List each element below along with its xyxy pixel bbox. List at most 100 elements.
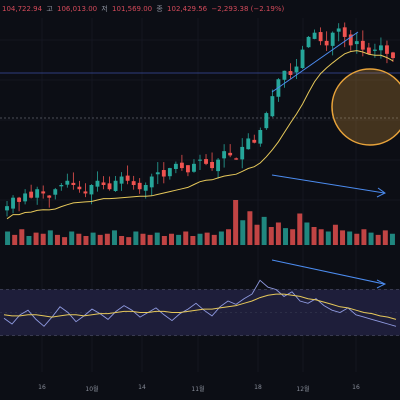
candle-body bbox=[391, 52, 395, 59]
candle-body bbox=[246, 138, 251, 150]
volume-bar bbox=[33, 232, 39, 245]
candle-body bbox=[107, 183, 112, 190]
candle-body bbox=[167, 168, 172, 177]
volume-bar bbox=[361, 229, 367, 245]
volume-bar bbox=[304, 222, 310, 245]
volume-bar bbox=[147, 234, 153, 245]
candle-body bbox=[192, 163, 196, 172]
candle-body bbox=[252, 139, 257, 143]
volume-bar bbox=[97, 234, 103, 245]
candle-body bbox=[234, 158, 239, 160]
rsi-signal-line bbox=[3, 293, 397, 320]
x-tick-label: 14 bbox=[138, 384, 146, 391]
candle-body bbox=[222, 151, 227, 159]
volume-bar bbox=[247, 211, 253, 245]
candle-body bbox=[95, 180, 100, 187]
candle-body bbox=[330, 32, 335, 46]
volume-bar bbox=[347, 231, 353, 245]
volume-bar bbox=[161, 236, 167, 245]
candle-body bbox=[385, 45, 389, 54]
volume-bar bbox=[297, 213, 303, 245]
candle-body bbox=[342, 27, 347, 37]
candle-body bbox=[294, 66, 299, 73]
moving-average-line bbox=[6, 50, 394, 220]
candle-body bbox=[258, 130, 263, 144]
volume-bar bbox=[226, 229, 232, 245]
candle-body bbox=[198, 159, 202, 161]
low-value: 101,569.00 bbox=[112, 5, 153, 13]
high-value: 106,013.00 bbox=[57, 5, 98, 13]
trendline-up bbox=[271, 31, 359, 93]
volume-bar bbox=[83, 236, 89, 245]
volume-bar bbox=[204, 232, 210, 245]
candle-body bbox=[71, 182, 76, 185]
candle-body bbox=[101, 182, 106, 185]
volume-bar bbox=[176, 234, 182, 245]
candle-body bbox=[216, 159, 221, 172]
candle-body bbox=[149, 176, 154, 188]
candle-body bbox=[77, 186, 82, 190]
candle-body bbox=[161, 170, 166, 177]
volume-bar bbox=[290, 229, 296, 245]
volume-bar bbox=[261, 216, 267, 245]
candle-body bbox=[29, 191, 34, 198]
candles bbox=[5, 22, 395, 217]
price-chart-svg[interactable] bbox=[0, 0, 400, 380]
candle-body bbox=[119, 176, 124, 184]
candle-body bbox=[155, 172, 160, 175]
volume-bar bbox=[382, 230, 388, 245]
candle-body bbox=[264, 113, 269, 129]
arrow-head bbox=[376, 187, 386, 198]
candle-body bbox=[137, 182, 142, 190]
volume-bar bbox=[62, 237, 68, 245]
candle-body bbox=[204, 159, 208, 164]
volume-bar bbox=[19, 229, 25, 245]
volume-bar bbox=[54, 234, 60, 245]
close-label: 종 bbox=[156, 5, 163, 13]
candle-body bbox=[318, 32, 323, 42]
x-axis: 16 10월 14 11월 18 12월 16 bbox=[0, 380, 400, 400]
candle-body bbox=[179, 162, 184, 169]
candle-body bbox=[65, 180, 70, 185]
candle-body bbox=[83, 191, 88, 194]
candle-body bbox=[354, 41, 359, 45]
candle-body bbox=[89, 185, 94, 195]
volume-bar bbox=[240, 220, 246, 245]
x-tick-label: 11월 bbox=[191, 386, 205, 393]
rsi-panel bbox=[0, 259, 400, 336]
candle-body bbox=[336, 28, 341, 32]
x-tick-label: 16 bbox=[352, 384, 360, 391]
x-tick-label: 16 bbox=[38, 384, 46, 391]
volume-bar bbox=[318, 229, 324, 245]
volume-bar bbox=[47, 230, 53, 245]
candle-body bbox=[131, 181, 136, 185]
x-tick-label: 18 bbox=[254, 384, 262, 391]
volume-bar bbox=[254, 224, 260, 245]
ohlc-legend: 104,722.94 고 106,013.00 저 101,569.00 종 1… bbox=[0, 2, 286, 16]
volume-bar bbox=[5, 231, 11, 245]
volume-bar bbox=[354, 233, 360, 245]
annotations bbox=[271, 31, 400, 198]
candle-body bbox=[210, 161, 214, 169]
candle-body bbox=[173, 163, 178, 169]
volume-bars bbox=[5, 200, 395, 245]
volume-bar bbox=[233, 200, 239, 245]
volume-bar bbox=[197, 233, 203, 245]
volume-bar bbox=[389, 233, 395, 245]
volume-bar bbox=[90, 232, 96, 245]
volume-bar bbox=[168, 233, 174, 245]
rsi-line bbox=[3, 279, 397, 327]
volume-bar bbox=[126, 237, 132, 245]
candle-body bbox=[378, 45, 383, 51]
volume-bar bbox=[12, 234, 18, 245]
candle-body bbox=[53, 189, 58, 195]
volume-bar bbox=[119, 236, 125, 245]
candle-body bbox=[41, 191, 46, 194]
volume-bar bbox=[268, 227, 274, 245]
candle-body bbox=[11, 197, 15, 209]
high-label: 고 bbox=[46, 5, 53, 13]
candle-body bbox=[5, 206, 9, 211]
volume-bar bbox=[69, 231, 75, 245]
x-tick-label: 10월 bbox=[85, 386, 99, 393]
